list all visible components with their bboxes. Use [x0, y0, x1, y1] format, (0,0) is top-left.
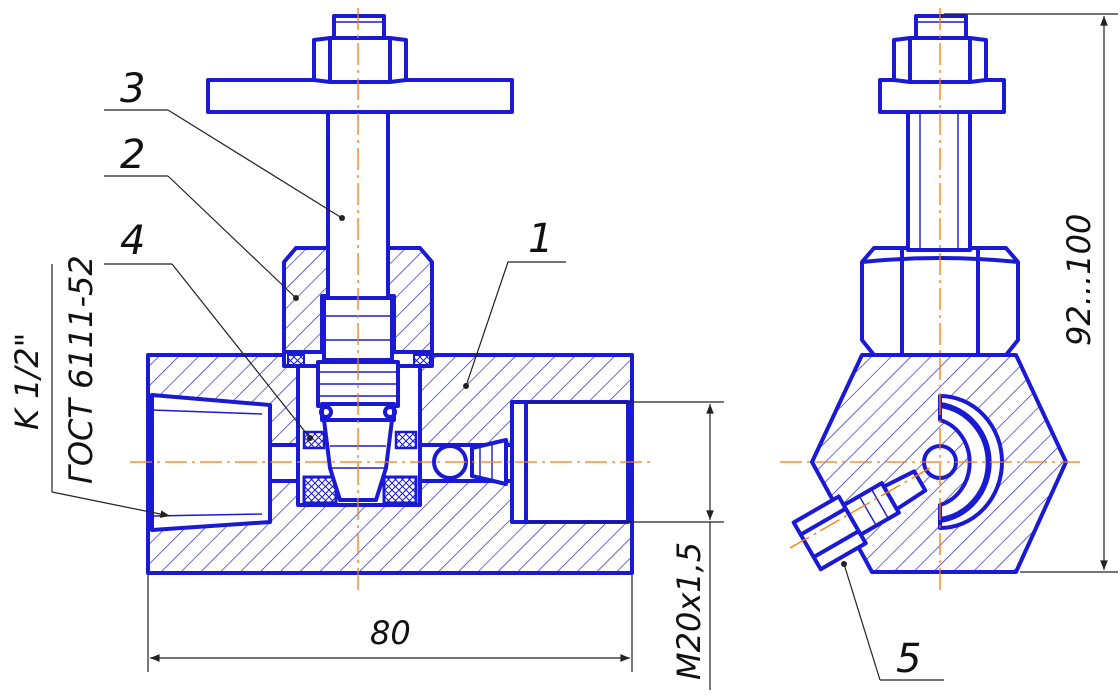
- callout-2: 2: [120, 132, 145, 178]
- callout-leaders: [51, 109, 944, 681]
- front-view: [130, 8, 650, 590]
- standard-note: ГОСТ 6111-52: [62, 255, 100, 484]
- dimension-length: 80: [370, 614, 411, 652]
- side-plug: [791, 469, 928, 572]
- callout-3: 3: [120, 66, 145, 112]
- spindle: [206, 14, 514, 502]
- dimension-thread: M20x1,5: [670, 542, 708, 680]
- side-view: [780, 8, 1080, 590]
- callout-1: 1: [528, 216, 553, 262]
- dimension-lines: [147, 13, 1118, 690]
- callout-5: 5: [896, 636, 921, 682]
- pipe-thread-note: K 1/2": [8, 333, 46, 430]
- dimension-height: 92...100: [1060, 214, 1098, 346]
- callout-4: 4: [120, 218, 145, 264]
